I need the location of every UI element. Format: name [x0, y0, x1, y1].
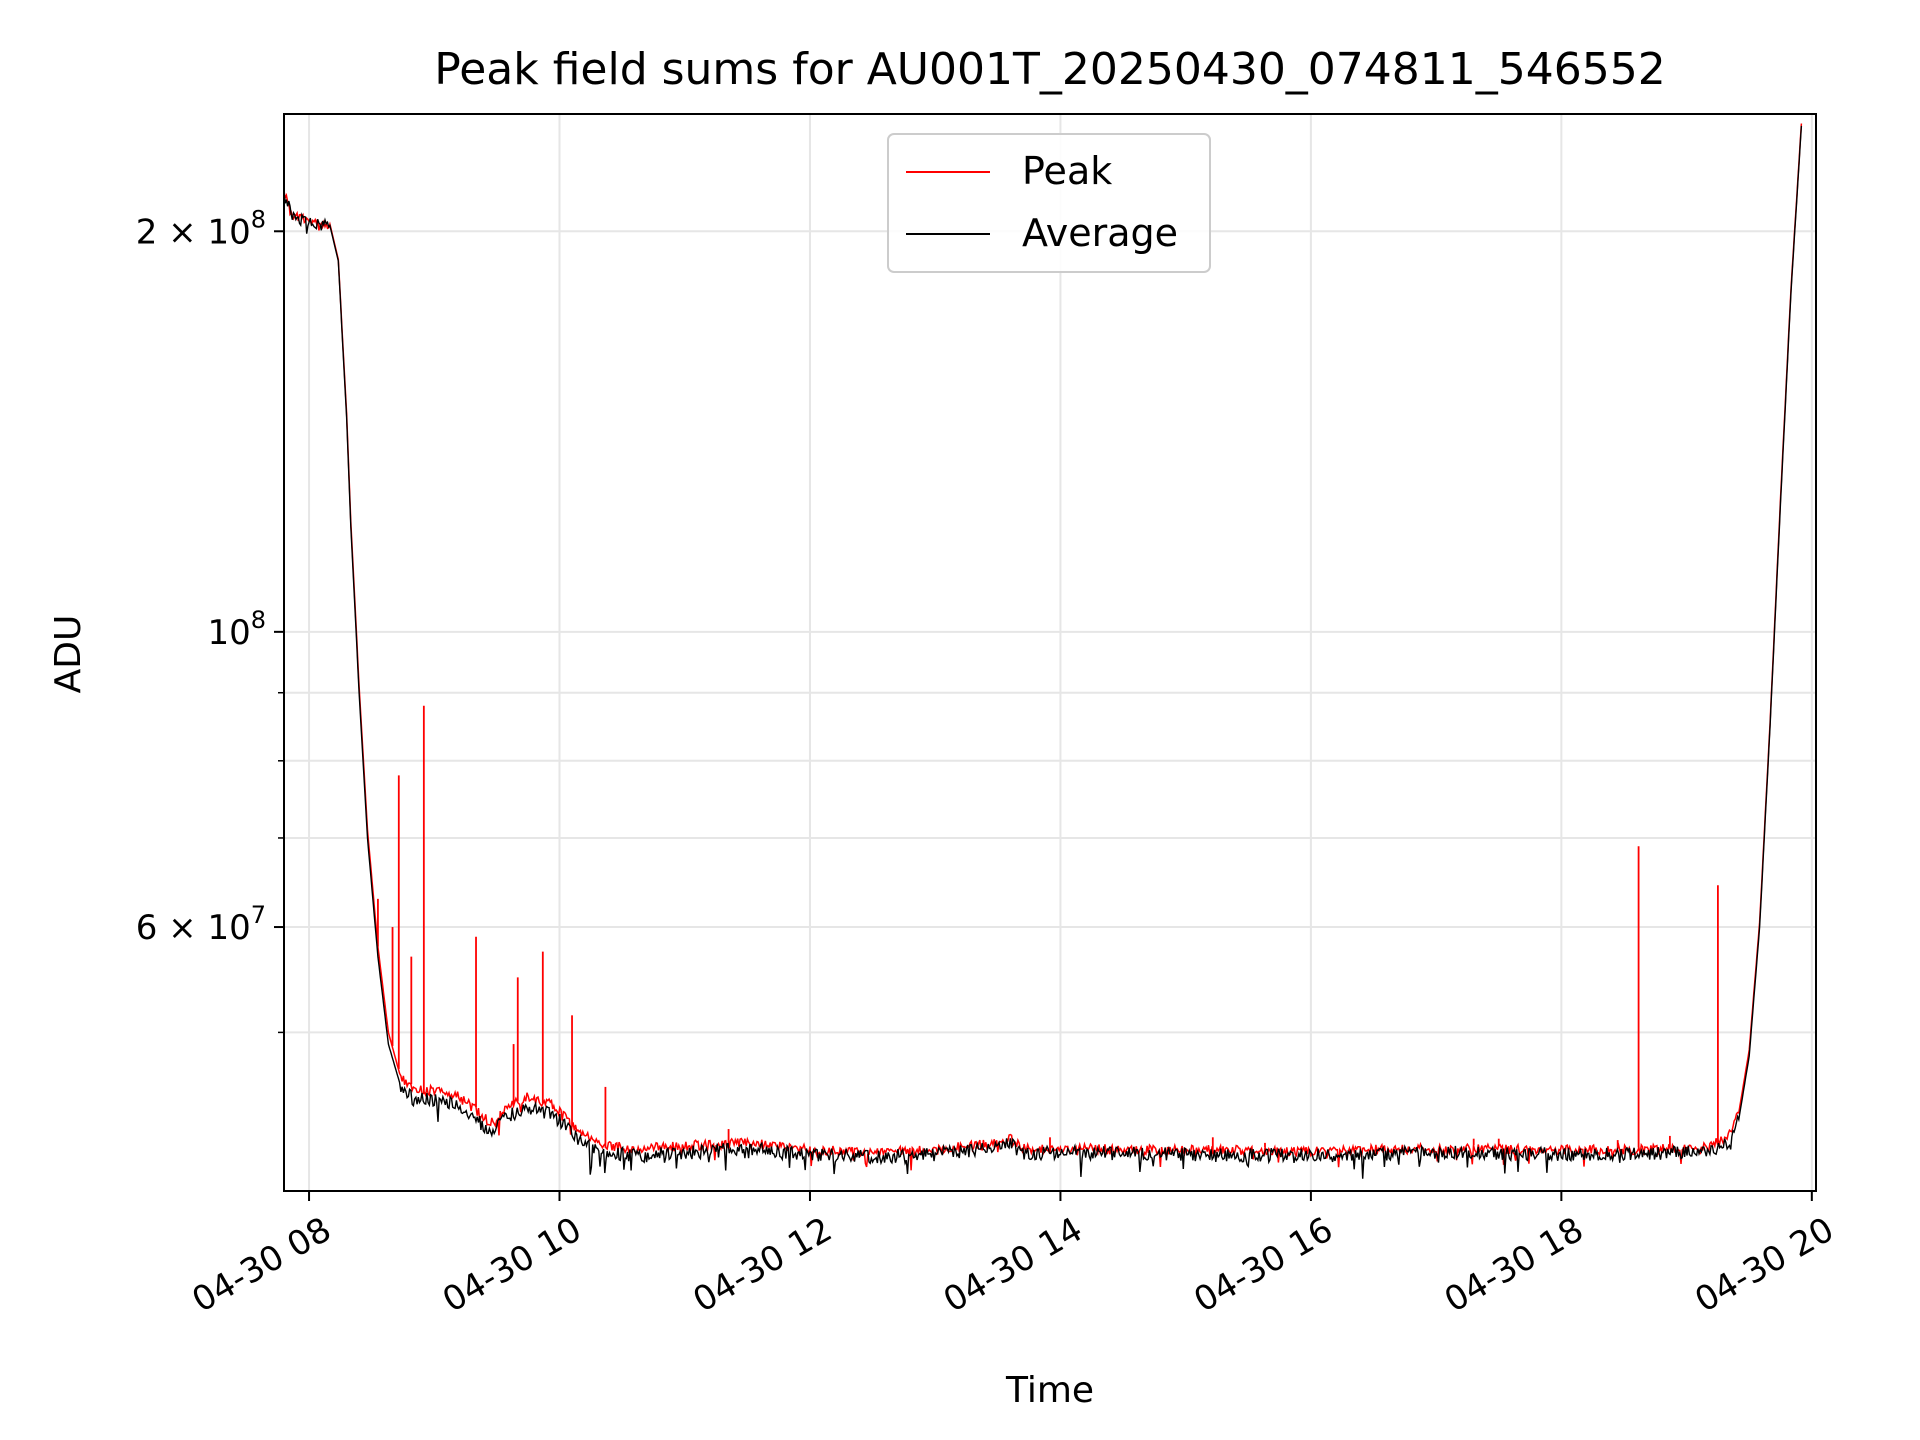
- x-axis-label: Time: [1005, 1370, 1094, 1411]
- plot-frame: [283, 113, 1817, 1192]
- y-tick-label: 6 × 107: [136, 901, 266, 948]
- series-layer: [284, 123, 1803, 1179]
- legend: Peak Average: [887, 133, 1211, 273]
- series-line-average: [284, 125, 1803, 1179]
- chart-title: Peak field sums for AU001T_20250430_0748…: [434, 44, 1666, 95]
- legend-label-average: Average: [1022, 211, 1178, 255]
- y-axis-label: ADU: [48, 615, 89, 694]
- legend-box: [887, 133, 1211, 273]
- y-tick-label: 108: [207, 606, 266, 653]
- legend-label-peak: Peak: [1022, 149, 1112, 193]
- y-tick-label: 2 × 108: [136, 205, 266, 252]
- y-axis-ticks: 6 × 107 108 2 × 108: [136, 205, 284, 1034]
